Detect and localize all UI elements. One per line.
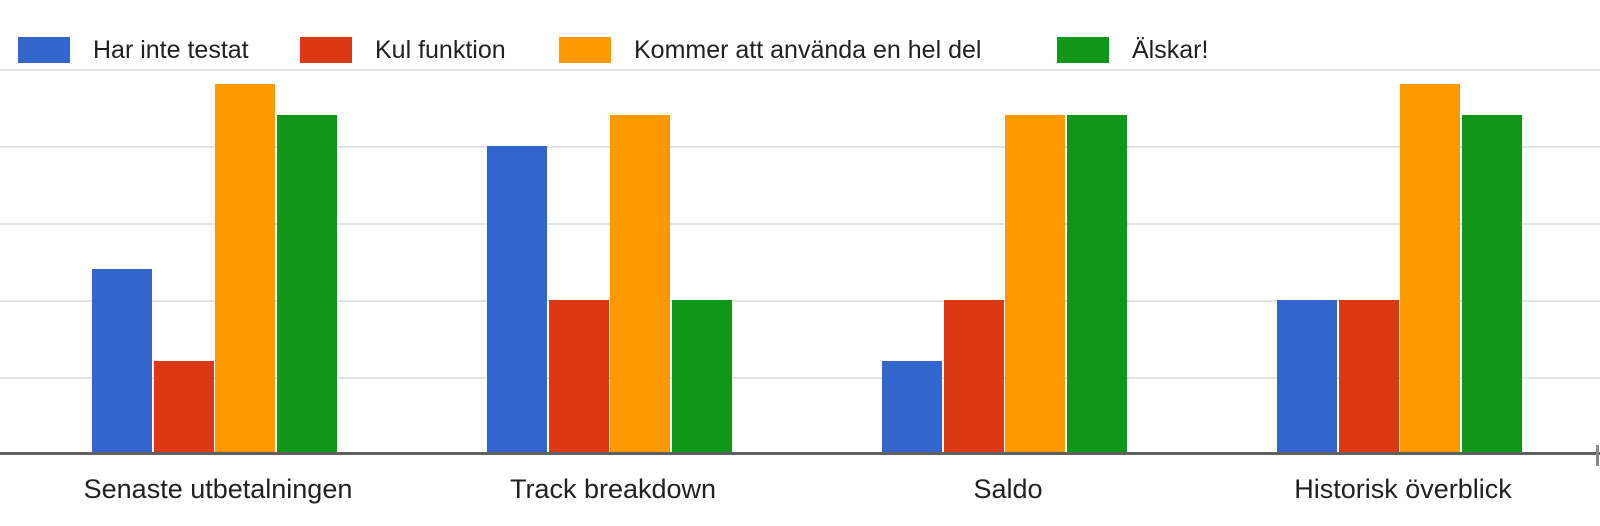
legend-item: Har inte testat [18,37,249,63]
gridline [0,145,1600,148]
legend-swatch-icon [1057,37,1109,63]
category-label: Track breakdown [509,474,717,504]
axis-edge-tick [1596,445,1599,466]
bar-0-0 [92,268,152,456]
gridline [0,299,1600,302]
legend-swatch-icon [18,37,70,63]
bar-2-3 [1400,84,1460,456]
bar-3-2 [1066,114,1127,456]
category-label: Senaste utbetalningen [83,474,353,504]
bar-2-1 [610,114,670,456]
legend-label: Kul funktion [375,36,506,64]
legend-swatch-icon [559,37,611,63]
category-label: Saldo [973,474,1043,504]
legend-swatch-icon [300,37,352,63]
legend-item: Kommer att använda en hel del [559,37,981,63]
bar-1-3 [1338,299,1399,456]
bar-0-1 [487,145,547,456]
bar-2-0 [215,84,275,456]
legend-item: Älskar! [1057,37,1208,63]
bar-3-3 [1461,114,1522,456]
gridline [0,376,1600,379]
bar-0-3 [1277,299,1337,456]
gridline [0,222,1600,225]
bar-3-1 [671,299,732,456]
chart-legend: Har inte testat Kul funktion Kommer att an… [0,0,1600,68]
x-axis-line [0,452,1600,455]
bar-2-2 [1005,114,1065,456]
bar-1-2 [943,299,1004,456]
bar-1-1 [548,299,609,456]
legend-item: Kul funktion [300,37,506,63]
bar-1-0 [153,361,214,456]
legend-label: Älskar! [1132,36,1209,64]
gridline [0,68,1600,71]
legend-label: Kommer att använda en hel del [634,36,982,64]
legend-label: Har inte testat [93,36,249,64]
category-label: Historisk överblick [1294,474,1512,504]
bar-3-0 [276,114,337,456]
bar-0-2 [882,361,942,456]
